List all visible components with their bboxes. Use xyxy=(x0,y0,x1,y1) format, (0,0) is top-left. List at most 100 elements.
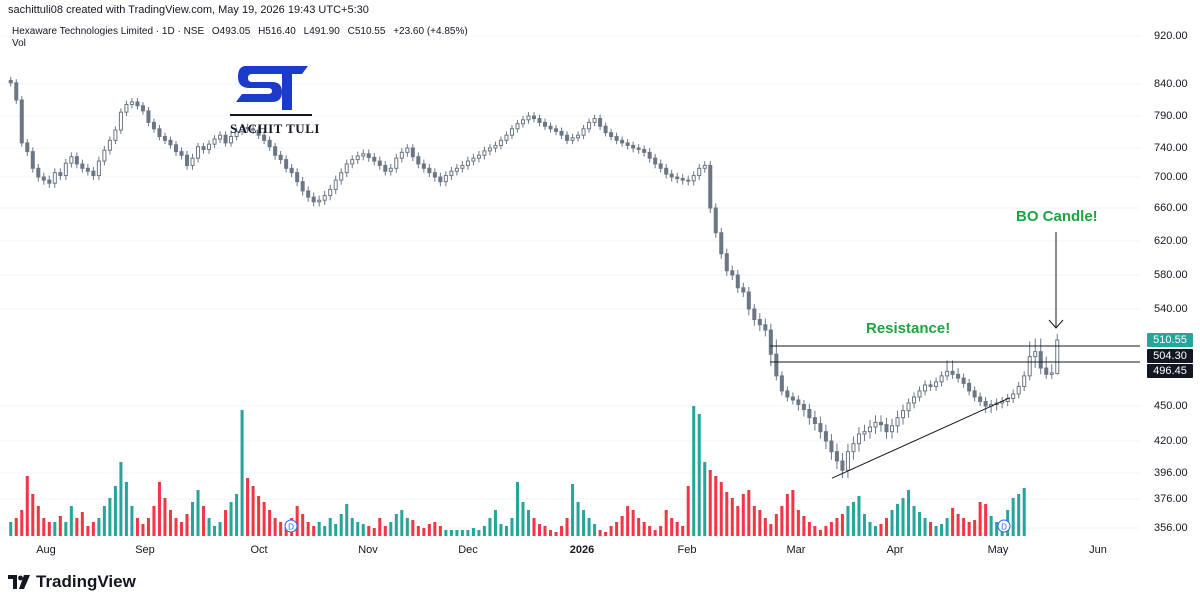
candle-body xyxy=(724,253,729,272)
tradingview-brand[interactable]: TradingView xyxy=(8,572,136,592)
volume-bar xyxy=(438,526,442,536)
time-tick-label: 2026 xyxy=(569,544,595,556)
volume-bar xyxy=(995,522,999,536)
candle-body xyxy=(410,147,415,158)
candle-body xyxy=(113,129,118,141)
time-tick-label: Apr xyxy=(886,544,904,556)
volume-bar xyxy=(576,502,580,536)
candle-body xyxy=(361,153,366,157)
candle-body xyxy=(697,167,702,177)
volume-bar xyxy=(692,406,696,536)
symbol-title: Hexaware Technologies Limited · 1D · NSE xyxy=(12,26,205,37)
volume-bar xyxy=(818,530,822,536)
candle-body xyxy=(262,134,267,141)
price-axis[interactable]: 920.00 840.00 790.00 740.00 700.00 660.00 620.… xyxy=(1140,22,1200,542)
volume-bar xyxy=(69,506,73,536)
volume-bar xyxy=(251,486,255,536)
volume-bar xyxy=(543,526,547,536)
volume-bar xyxy=(515,482,519,536)
volume-bar xyxy=(846,506,850,536)
volume-bar xyxy=(785,494,789,536)
st-logo-icon xyxy=(230,66,312,116)
volume-bar xyxy=(42,518,46,536)
volume-bar xyxy=(102,506,106,536)
time-tick-label: Oct xyxy=(250,544,268,556)
candle-body xyxy=(295,172,300,183)
candle-body xyxy=(399,151,404,159)
volume-bar xyxy=(268,510,272,536)
volume-bar xyxy=(9,522,13,536)
volume-bar xyxy=(246,478,250,536)
candle-body xyxy=(124,103,129,113)
volume-bar xyxy=(851,502,855,536)
candle-body xyxy=(388,167,393,172)
volume-bar xyxy=(168,510,172,536)
price-tick-label: 840.00 xyxy=(1154,78,1188,90)
volume-bar xyxy=(499,524,503,536)
candle-body xyxy=(956,373,961,379)
candle-body xyxy=(785,390,790,398)
candle-body xyxy=(928,384,933,387)
candle-body xyxy=(218,134,223,140)
volume-bar xyxy=(593,524,597,536)
candle-body xyxy=(537,118,542,123)
volume-bar xyxy=(124,482,128,536)
candle-body xyxy=(565,134,570,141)
candle-body xyxy=(173,144,179,153)
volume-bar xyxy=(532,518,536,536)
volume-bar xyxy=(631,510,635,536)
volume-bar xyxy=(163,498,167,536)
volume-bar xyxy=(119,462,123,536)
volume-bar xyxy=(945,518,949,536)
candle-body xyxy=(768,329,773,355)
candle-body xyxy=(1055,339,1060,375)
candle-body xyxy=(207,143,212,150)
candle-body xyxy=(234,130,239,137)
volume-bar xyxy=(708,470,712,536)
candle-body xyxy=(493,144,498,149)
volume-bar xyxy=(444,530,448,536)
volume-bar xyxy=(802,516,806,536)
candle-body xyxy=(85,167,90,172)
candle-body xyxy=(306,190,311,198)
dividend-marker-0 xyxy=(284,519,298,533)
candle-body xyxy=(339,172,344,181)
dividend-marker-label-0: D xyxy=(288,523,294,532)
volume-bar xyxy=(488,518,492,536)
volume-bar xyxy=(113,486,117,536)
candle-body xyxy=(311,196,316,203)
volume-bar xyxy=(554,532,558,536)
volume-bar xyxy=(835,518,839,536)
volume-bar xyxy=(604,532,608,536)
attribution-line: sachittuli08 created with TradingView.co… xyxy=(8,4,369,16)
volume-bar xyxy=(477,530,481,536)
volume-bar xyxy=(405,518,409,536)
volume-bar xyxy=(565,518,569,536)
volume-bar xyxy=(664,510,668,536)
candle-body xyxy=(686,179,691,182)
candle-body xyxy=(823,431,828,442)
candle-body xyxy=(923,384,928,392)
volume-bar xyxy=(433,522,437,536)
volume-bar xyxy=(339,514,343,536)
volume-bar xyxy=(394,514,398,536)
volume-bar xyxy=(86,526,90,536)
candle-body xyxy=(526,115,531,121)
candle-body xyxy=(812,417,817,424)
volume-bar xyxy=(763,518,767,536)
support-trendline xyxy=(831,397,1011,479)
candle-body xyxy=(680,178,685,181)
candle-body xyxy=(201,146,206,150)
time-tick-label: Jun xyxy=(1089,544,1107,556)
candle-body xyxy=(818,423,823,433)
volume-bar xyxy=(736,506,740,536)
volume-bar xyxy=(31,494,35,536)
price-tick-label: 660.00 xyxy=(1154,202,1188,214)
volume-bar xyxy=(196,490,200,536)
volume-bar xyxy=(703,462,707,536)
volume-bar xyxy=(967,522,971,536)
time-axis[interactable]: Aug Sep Oct Nov Dec 2026 Feb Mar Apr May Jun xyxy=(0,541,1140,561)
volume-bar xyxy=(907,490,911,536)
candle-body xyxy=(476,154,481,159)
